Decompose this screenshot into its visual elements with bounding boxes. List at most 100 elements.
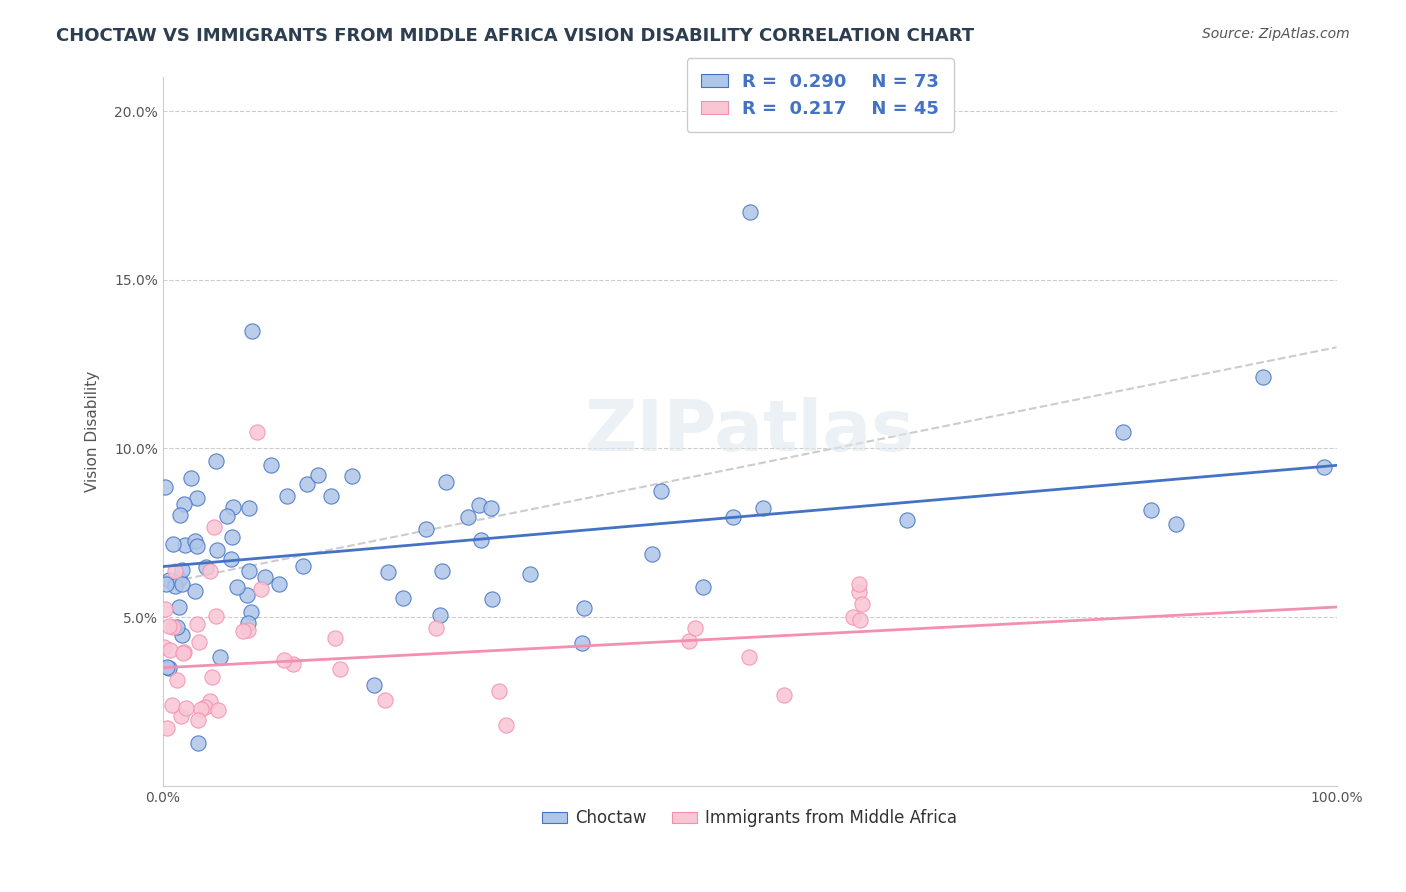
Point — [187, 713, 209, 727]
Point — [155, 576, 177, 591]
Point — [167, 600, 190, 615]
Point — [246, 425, 269, 439]
Point — [180, 471, 202, 485]
Point — [198, 564, 221, 578]
Point — [253, 570, 276, 584]
Point — [238, 564, 260, 578]
Point — [207, 702, 229, 716]
Point — [571, 636, 593, 650]
Point — [434, 475, 457, 490]
Point — [323, 632, 346, 646]
Point — [157, 574, 180, 588]
Point — [159, 643, 181, 657]
Point — [239, 605, 262, 619]
Point — [162, 620, 184, 634]
Point — [392, 591, 415, 606]
Point — [896, 513, 918, 527]
Point — [468, 499, 491, 513]
Point — [236, 588, 259, 602]
Point — [184, 533, 207, 548]
Point — [200, 670, 222, 684]
Point — [160, 698, 183, 713]
Point — [169, 508, 191, 522]
Point — [574, 600, 596, 615]
Point — [157, 618, 180, 632]
Point — [222, 500, 245, 514]
Point — [170, 628, 193, 642]
Point — [194, 560, 217, 574]
Point — [205, 454, 228, 468]
Point — [430, 564, 453, 578]
Point — [470, 533, 492, 548]
Point — [1251, 370, 1274, 384]
Point — [1313, 459, 1336, 474]
Text: CHOCTAW VS IMMIGRANTS FROM MIDDLE AFRICA VISION DISABILITY CORRELATION CHART: CHOCTAW VS IMMIGRANTS FROM MIDDLE AFRICA… — [56, 27, 974, 45]
Point — [276, 489, 298, 503]
Point — [166, 620, 188, 634]
Point — [479, 500, 502, 515]
Point — [190, 702, 212, 716]
Point — [226, 580, 249, 594]
Point — [172, 577, 194, 591]
Point — [281, 657, 304, 672]
Point — [184, 583, 207, 598]
Y-axis label: Vision Disability: Vision Disability — [86, 371, 100, 492]
Point — [429, 607, 451, 622]
Point — [219, 552, 242, 566]
Point — [186, 539, 208, 553]
Point — [238, 615, 260, 630]
Point — [166, 673, 188, 688]
Point — [162, 537, 184, 551]
Point — [751, 500, 773, 515]
Point — [307, 468, 329, 483]
Point — [194, 699, 217, 714]
Point — [363, 678, 385, 692]
Point — [163, 564, 186, 578]
Point — [153, 640, 176, 654]
Point — [153, 602, 176, 616]
Point — [157, 661, 180, 675]
Point — [650, 484, 672, 499]
Point — [174, 538, 197, 552]
Point — [238, 501, 260, 516]
Point — [172, 646, 194, 660]
Point — [678, 634, 700, 648]
Point — [173, 497, 195, 511]
Point — [167, 572, 190, 586]
Point — [851, 597, 873, 611]
Point — [209, 650, 232, 665]
Point — [155, 480, 177, 494]
Point — [205, 609, 228, 624]
Point — [415, 522, 437, 536]
Point — [1164, 516, 1187, 531]
Point — [1112, 425, 1135, 439]
Point — [495, 717, 517, 731]
Legend: Choctaw, Immigrants from Middle Africa: Choctaw, Immigrants from Middle Africa — [536, 803, 965, 834]
Point — [236, 623, 259, 637]
Point — [683, 621, 706, 635]
Point — [170, 709, 193, 723]
Point — [292, 558, 315, 573]
Point — [173, 645, 195, 659]
Point — [329, 662, 352, 676]
Point — [738, 649, 761, 664]
Point — [848, 584, 870, 599]
Point — [772, 688, 794, 702]
Point — [260, 458, 283, 472]
Point — [425, 621, 447, 635]
Point — [842, 610, 865, 624]
Point — [174, 700, 197, 714]
Point — [641, 547, 664, 561]
Point — [273, 653, 295, 667]
Text: ZIPatlas: ZIPatlas — [585, 397, 915, 467]
Point — [267, 577, 290, 591]
Point — [186, 617, 208, 632]
Point — [1140, 503, 1163, 517]
Point — [738, 205, 761, 219]
Point — [198, 694, 221, 708]
Point — [188, 634, 211, 648]
Point — [481, 591, 503, 606]
Text: Source: ZipAtlas.com: Source: ZipAtlas.com — [1202, 27, 1350, 41]
Point — [165, 579, 187, 593]
Point — [187, 736, 209, 750]
